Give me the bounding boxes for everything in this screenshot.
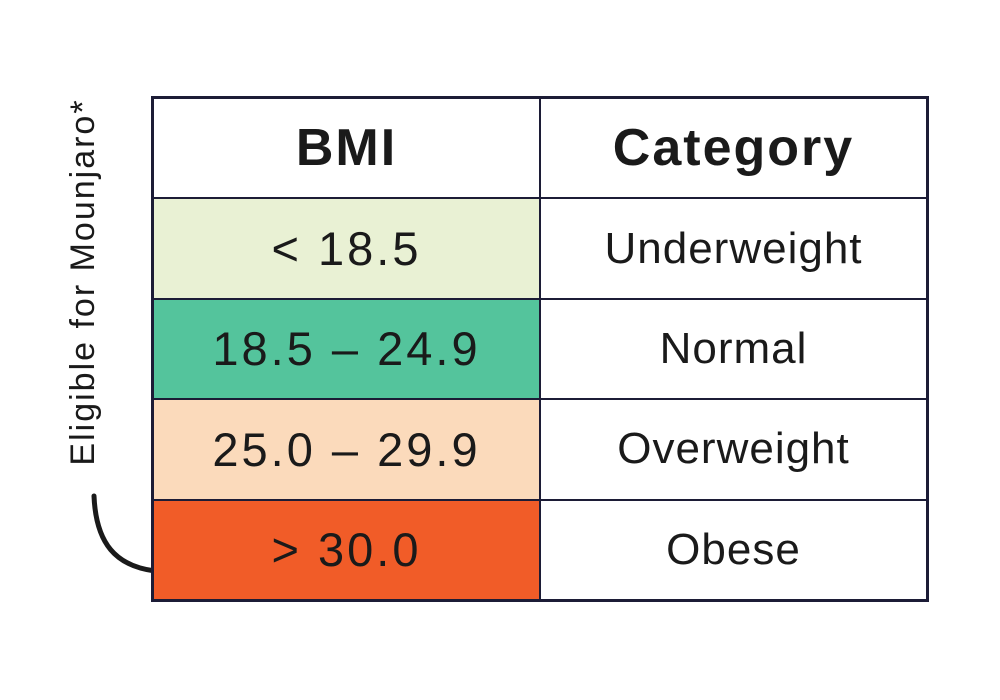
bmi-table: BMI Category < 18.5 Underweight 18.5 – 2… (151, 96, 929, 602)
eligible-for-mounjaro-label: Eligible for Mounjaro* (64, 98, 102, 466)
category-underweight: Underweight (541, 199, 926, 298)
category-obese: Obese (541, 500, 926, 599)
column-header-category: Category (541, 99, 926, 198)
bmi-range-normal: 18.5 – 24.9 (154, 299, 539, 399)
category-normal: Normal (541, 299, 926, 399)
bmi-range-obese: > 30.0 (154, 500, 539, 599)
column-header-bmi: BMI (154, 99, 539, 198)
bmi-range-underweight: < 18.5 (154, 199, 539, 298)
bmi-range-overweight: 25.0 – 29.9 (154, 400, 539, 499)
category-overweight: Overweight (541, 400, 926, 499)
